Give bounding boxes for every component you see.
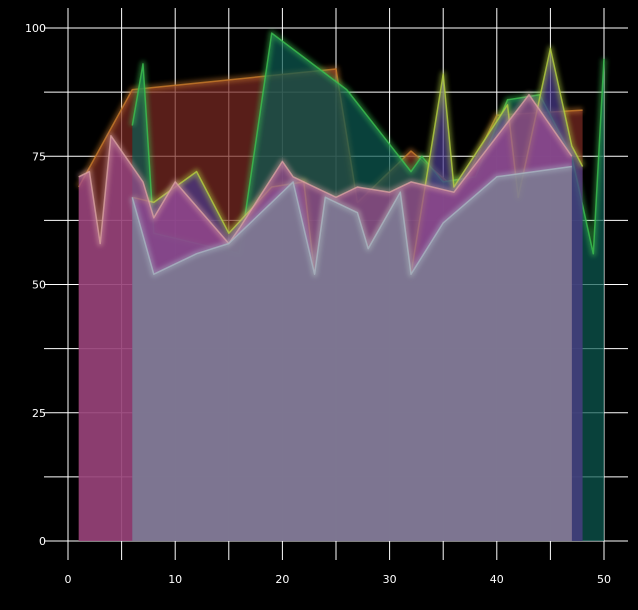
x-tick-label: 20 — [275, 573, 289, 586]
x-tick-label: 0 — [65, 573, 72, 586]
x-tick-label: 30 — [383, 573, 397, 586]
y-tick-label: 50 — [32, 279, 46, 292]
area-fill — [132, 166, 572, 541]
y-tick-label: 25 — [32, 407, 46, 420]
x-axis-tick-labels: 0 10 20 30 40 50 — [65, 573, 612, 586]
area-series-group — [76, 30, 607, 541]
area-edge-line — [78, 93, 573, 245]
y-tick-label: 0 — [39, 535, 46, 548]
area-series-5 — [129, 163, 573, 541]
x-tick-label: 40 — [490, 573, 504, 586]
x-tick-label: 50 — [597, 573, 611, 586]
x-tick-label: 10 — [168, 573, 182, 586]
y-tick-label: 100 — [25, 22, 46, 35]
y-axis-tick-labels: 0 25 50 75 100 — [25, 22, 46, 548]
y-tick-label: 75 — [32, 150, 46, 163]
area-edge-line — [131, 165, 572, 275]
